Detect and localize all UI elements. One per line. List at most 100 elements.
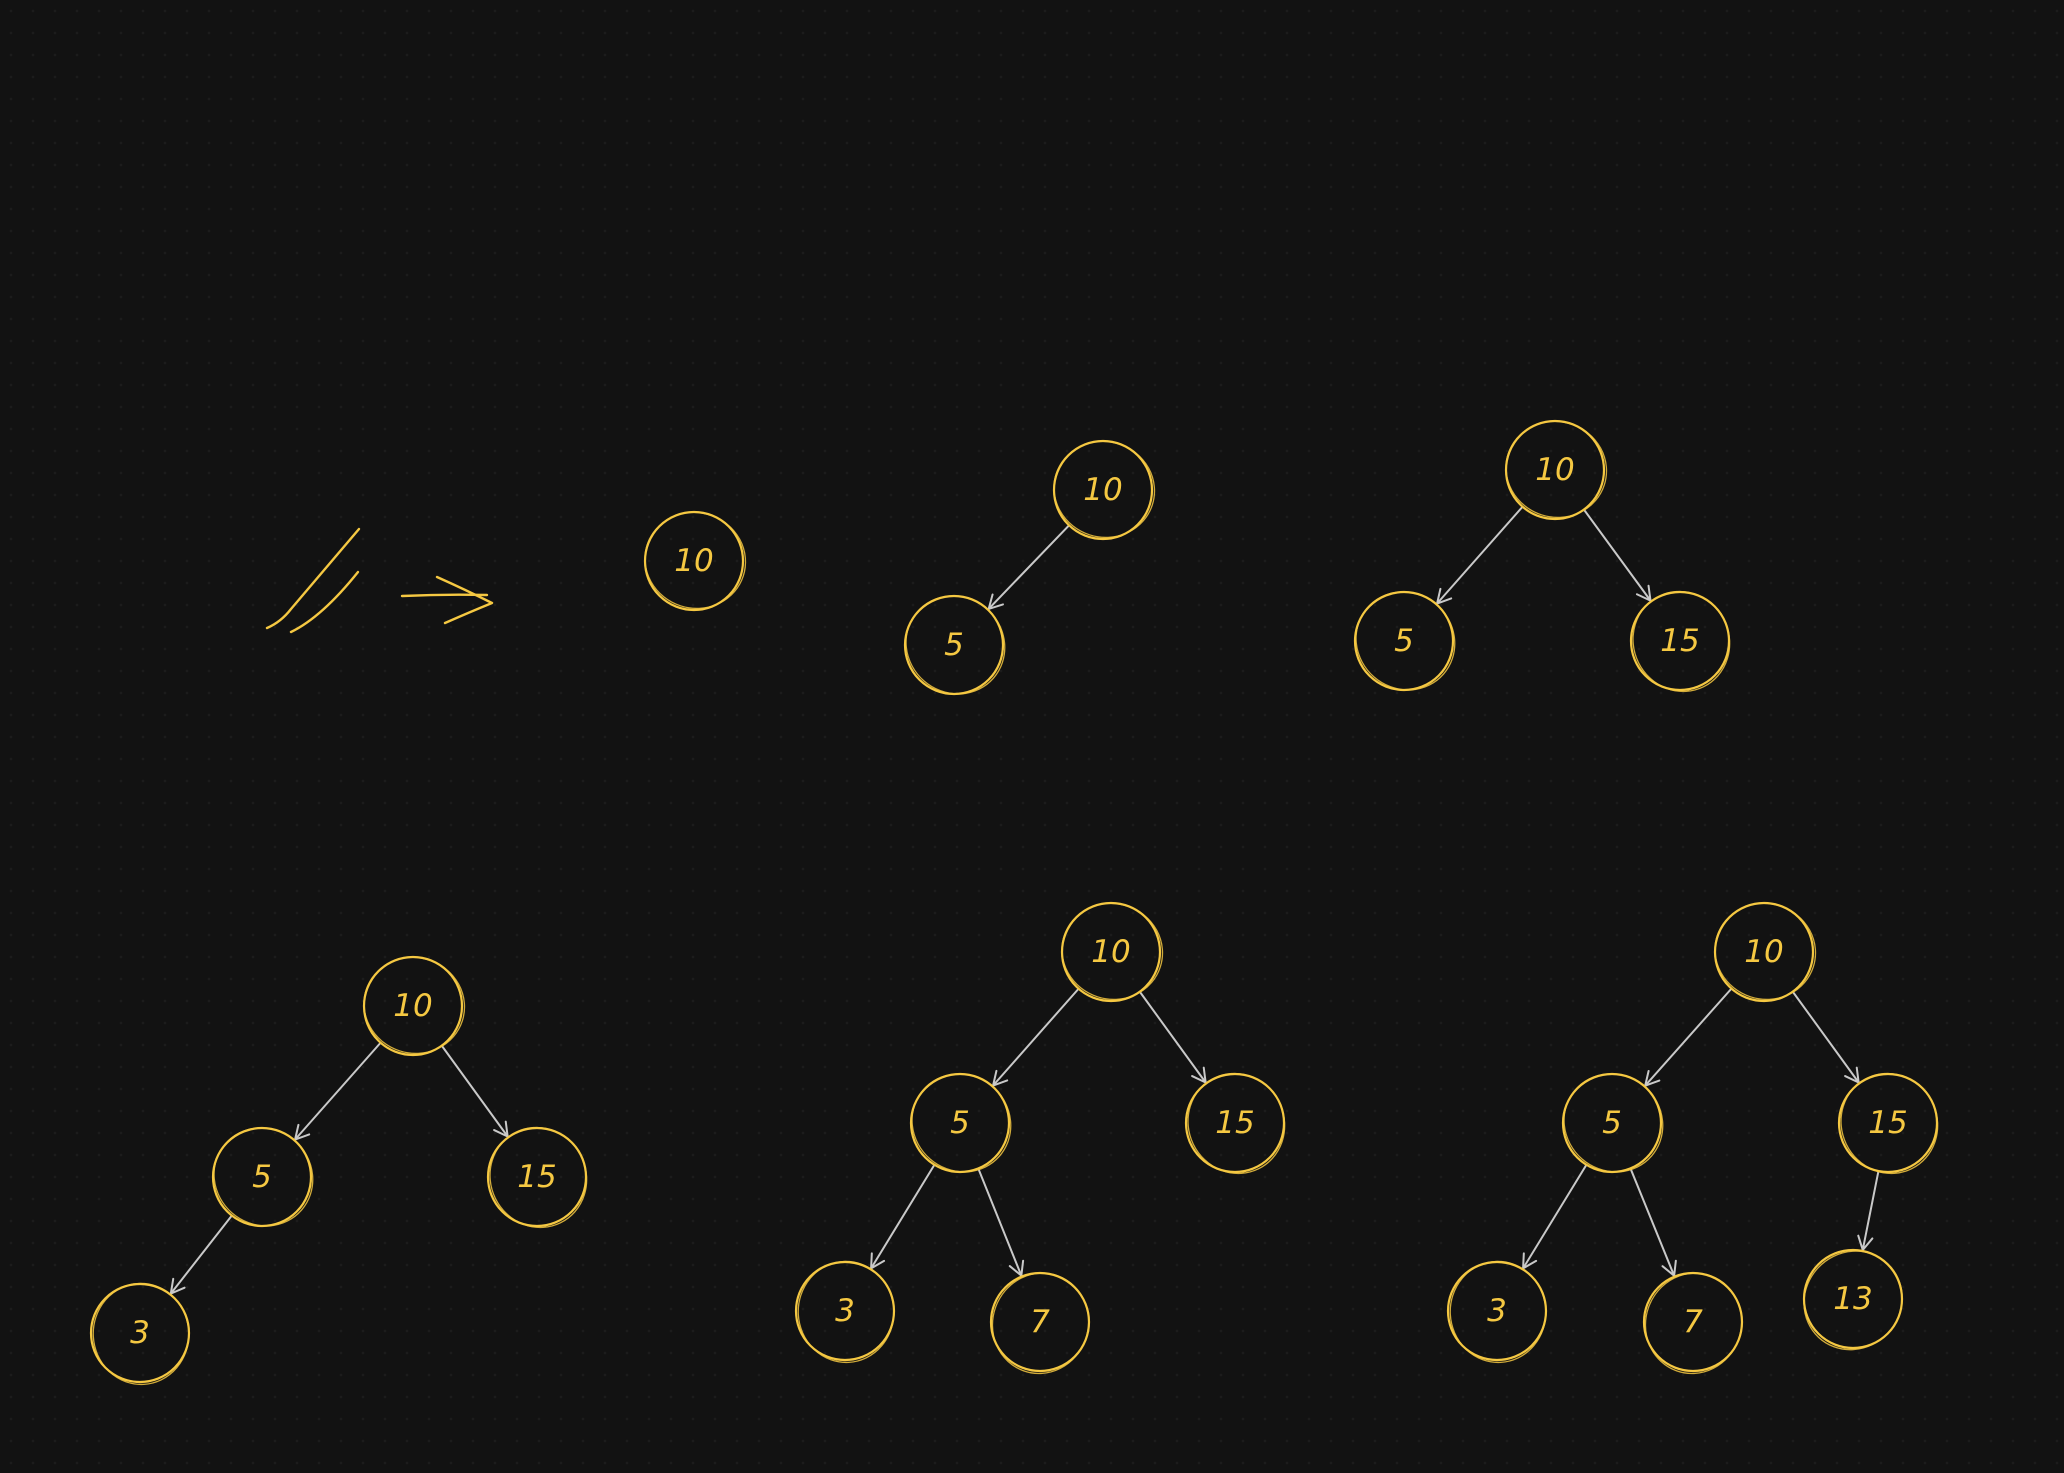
- node-circle-sketch: [911, 1073, 1012, 1173]
- tree-edge-arrow[interactable]: [1792, 991, 1860, 1084]
- node-label: 3: [835, 1293, 855, 1329]
- node-circle-sketch: [991, 1272, 1090, 1375]
- tree-edge-arrow[interactable]: [1644, 988, 1732, 1087]
- tree-node[interactable]: 5: [886, 576, 1025, 714]
- tree-node[interactable]: 5: [1544, 1054, 1683, 1192]
- node-circle-sketch: [1563, 1073, 1664, 1173]
- node-circle-sketch: [1505, 420, 1608, 519]
- node-label: 5: [944, 627, 964, 663]
- tree-diagram-2: 10 5: [886, 428, 1167, 714]
- node-label: 15: [1660, 623, 1699, 659]
- tree-node[interactable]: 10: [632, 499, 758, 621]
- tree-diagram-6: 10 5 15 3 7 13: [1446, 890, 1954, 1387]
- node-circle-sketch: [644, 511, 747, 610]
- node-circle-sketch: [1187, 1072, 1286, 1175]
- doodle-arrow-shaft: [400, 593, 489, 598]
- node-label: 10: [393, 988, 432, 1024]
- tree-node[interactable]: 15: [473, 1111, 603, 1244]
- doodle-slash-1: [265, 527, 361, 630]
- tree-node[interactable]: 5: [194, 1108, 333, 1246]
- node-circle-sketch: [1840, 1072, 1939, 1175]
- tree-edge-arrow[interactable]: [1139, 991, 1207, 1084]
- edge-shaft: [987, 525, 1070, 610]
- node-label: 15: [1868, 1105, 1907, 1141]
- node-circle-sketch: [363, 956, 466, 1055]
- edge-shaft: [1792, 991, 1860, 1084]
- node-circle-sketch: [92, 1282, 190, 1386]
- tree-diagram-1: 10: [632, 499, 758, 621]
- node-label: 7: [1683, 1304, 1703, 1340]
- doodle-arrow-head: [435, 575, 494, 625]
- tree-node[interactable]: 10: [1049, 890, 1175, 1012]
- tree-diagram-4: 10 5 15 3: [89, 944, 603, 1387]
- node-circle: [1184, 1072, 1286, 1174]
- tree-edge-arrow[interactable]: [1583, 509, 1652, 602]
- node-label: 5: [252, 1159, 272, 1195]
- node-circle: [1629, 590, 1731, 692]
- node-label: 15: [1215, 1105, 1254, 1141]
- tree-edge-arrow[interactable]: [977, 1168, 1025, 1277]
- node-circle-sketch: [213, 1127, 314, 1227]
- tree-node[interactable]: 3: [1446, 1259, 1549, 1365]
- node-label: 5: [950, 1105, 970, 1141]
- node-circle: [486, 1126, 588, 1228]
- tree-edge-arrow[interactable]: [1436, 506, 1523, 605]
- tree-node[interactable]: 10: [1041, 428, 1167, 550]
- tree-node[interactable]: 15: [1616, 575, 1746, 708]
- tree-edge-arrow[interactable]: [1629, 1168, 1677, 1277]
- tree-node[interactable]: 15: [1171, 1057, 1301, 1190]
- node-label: 7: [1030, 1304, 1050, 1340]
- edge-shaft: [1583, 509, 1652, 602]
- node-circle-sketch: [1061, 902, 1164, 1001]
- tree-4-edges: [169, 1042, 509, 1295]
- tree-node[interactable]: 3: [89, 1281, 192, 1387]
- node-circle-sketch: [1803, 1250, 1903, 1351]
- node-circle-sketch: [1632, 590, 1731, 693]
- tree-node[interactable]: 10: [1702, 890, 1828, 1012]
- double-slash-arrow-doodle[interactable]: [265, 527, 494, 634]
- arrowhead-icon: [1522, 1252, 1538, 1270]
- node-circle-sketch: [1714, 902, 1817, 1001]
- edge-shaft: [977, 1168, 1023, 1277]
- tree-edge-arrow[interactable]: [987, 525, 1070, 610]
- tree-edge-arrow[interactable]: [992, 988, 1079, 1087]
- tree-node[interactable]: 13: [1784, 1231, 1923, 1370]
- tree-2-edges: [987, 525, 1070, 610]
- node-label: 15: [517, 1159, 556, 1195]
- node-circle-sketch: [1053, 440, 1156, 539]
- node-label: 3: [1487, 1293, 1507, 1329]
- tree-diagram-3: 10 5 15: [1336, 408, 1746, 710]
- edge-shaft: [169, 1215, 233, 1295]
- node-circle-sketch: [905, 595, 1006, 695]
- tree-edge-arrow[interactable]: [169, 1215, 233, 1295]
- edge-shaft: [441, 1045, 509, 1138]
- tree-edge-arrow[interactable]: [294, 1042, 381, 1141]
- tree-node[interactable]: 15: [1824, 1057, 1954, 1190]
- node-label: 10: [1744, 934, 1783, 970]
- edge-shaft: [1522, 1164, 1587, 1270]
- node-circle-sketch: [1449, 1260, 1547, 1364]
- tree-node[interactable]: 7: [978, 1259, 1102, 1387]
- node-label: 5: [1394, 623, 1414, 659]
- tree-node[interactable]: 5: [1336, 572, 1475, 710]
- tree-node[interactable]: 10: [1493, 408, 1619, 530]
- node-label: 5: [1602, 1105, 1622, 1141]
- tree-edge-arrow[interactable]: [870, 1164, 935, 1270]
- node-label: 10: [674, 543, 713, 579]
- tree-edge-arrow[interactable]: [441, 1045, 509, 1138]
- node-label: 3: [130, 1315, 150, 1351]
- node-label: 10: [1091, 934, 1130, 970]
- doodle-slash-2: [289, 570, 360, 634]
- edge-shaft: [870, 1164, 935, 1270]
- tree-3-edges: [1436, 506, 1652, 605]
- tree-edge-arrow[interactable]: [1857, 1171, 1880, 1251]
- tree-node[interactable]: 7: [1631, 1259, 1755, 1387]
- tree-edge-arrow[interactable]: [1522, 1164, 1587, 1270]
- edge-shaft: [294, 1042, 381, 1141]
- tree-node[interactable]: 3: [794, 1259, 897, 1365]
- node-circle-sketch: [1644, 1272, 1743, 1375]
- tree-node[interactable]: 5: [892, 1054, 1031, 1192]
- tree-node[interactable]: 10: [351, 944, 477, 1066]
